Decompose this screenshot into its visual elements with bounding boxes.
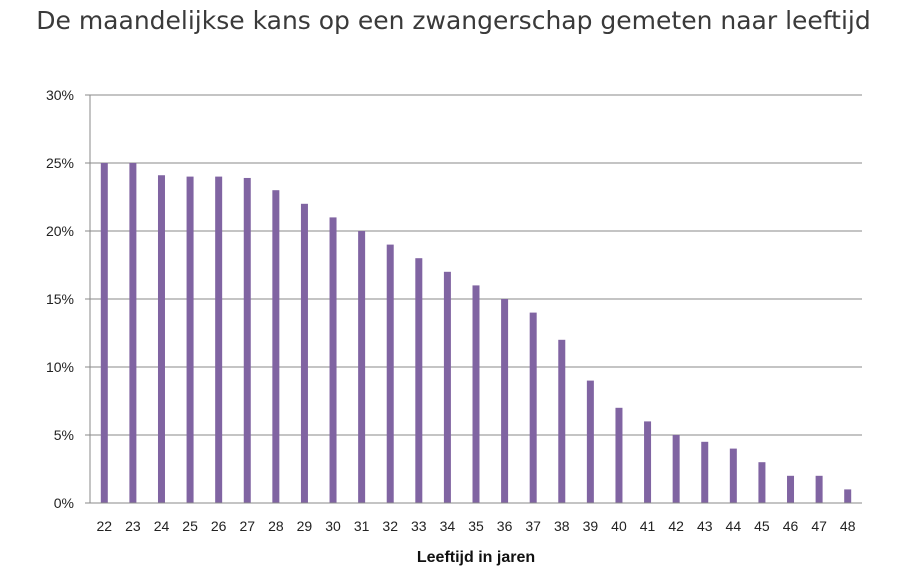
- bar-23: [129, 163, 137, 503]
- bar-26: [215, 176, 223, 503]
- x-tick-label: 26: [211, 518, 227, 534]
- x-tick-label: 39: [583, 518, 599, 534]
- x-tick-label: 46: [783, 518, 799, 534]
- y-tick-label: 15%: [46, 291, 74, 307]
- bar-36: [501, 299, 509, 503]
- y-tick-label: 30%: [46, 87, 74, 103]
- bars: [100, 163, 852, 504]
- x-tick-label: 25: [182, 518, 198, 534]
- x-tick-label: 44: [726, 518, 742, 534]
- x-tick-label: 41: [640, 518, 656, 534]
- bar-35: [472, 285, 480, 503]
- bar-30: [329, 217, 337, 503]
- bar-31: [358, 231, 366, 503]
- bar-47: [815, 475, 823, 503]
- bar-24: [157, 175, 165, 504]
- bar-39: [586, 380, 594, 503]
- bar-40: [615, 407, 623, 503]
- y-tick-label: 20%: [46, 223, 74, 239]
- x-tick-label: 43: [697, 518, 713, 534]
- bar-28: [272, 190, 280, 503]
- x-tick-label: 32: [382, 518, 398, 534]
- x-tick-labels: 22 23 24 25 26 27 28 29 30 31 32 33 34 35 36 37 38 39 40 41…: [97, 518, 856, 534]
- bar-34: [443, 271, 451, 503]
- x-tick-label: 42: [668, 518, 684, 534]
- bar-33: [415, 258, 423, 503]
- x-tick-label: 37: [525, 518, 541, 534]
- x-tick-label: 28: [268, 518, 284, 534]
- bar-43: [701, 441, 709, 503]
- bar-45: [758, 462, 766, 503]
- y-tick-label: 5%: [54, 427, 74, 443]
- chart-title: De maandelijkse kans op een zwangerschap…: [36, 6, 871, 35]
- y-tick-label: 0%: [54, 495, 74, 511]
- x-tick-label: 27: [239, 518, 255, 534]
- y-tick-label: 10%: [46, 359, 74, 375]
- bar-29: [300, 203, 308, 504]
- y-tick-label: 25%: [46, 155, 74, 171]
- x-tick-label: 36: [497, 518, 513, 534]
- x-tick-label: 35: [468, 518, 484, 534]
- bar-38: [558, 339, 566, 503]
- x-tick-label: 33: [411, 518, 427, 534]
- bar-22: [100, 163, 108, 503]
- x-tick-label: 48: [840, 518, 856, 534]
- x-tick-label: 22: [97, 518, 113, 534]
- x-tick-label: 45: [754, 518, 770, 534]
- bar-46: [787, 475, 795, 503]
- bar-42: [672, 435, 680, 503]
- bar-25: [186, 176, 194, 503]
- x-tick-label: 24: [154, 518, 170, 534]
- x-tick-label: 40: [611, 518, 627, 534]
- bar-41: [644, 421, 652, 503]
- bar-27: [243, 177, 251, 503]
- x-tick-label: 29: [297, 518, 313, 534]
- x-tick-label: 30: [325, 518, 341, 534]
- x-tick-label: 31: [354, 518, 370, 534]
- y-tick-labels: 0% 5% 10% 15% 20% 25% 30%: [46, 87, 74, 511]
- bar-37: [529, 312, 537, 503]
- bar-32: [386, 244, 394, 503]
- bar-44: [729, 448, 737, 503]
- x-tick-label: 47: [811, 518, 827, 534]
- x-axis-label: Leeftijd in jaren: [417, 549, 535, 566]
- x-tick-label: 34: [440, 518, 456, 534]
- x-tick-label: 38: [554, 518, 570, 534]
- x-tick-label: 23: [125, 518, 141, 534]
- bar-48: [844, 489, 852, 503]
